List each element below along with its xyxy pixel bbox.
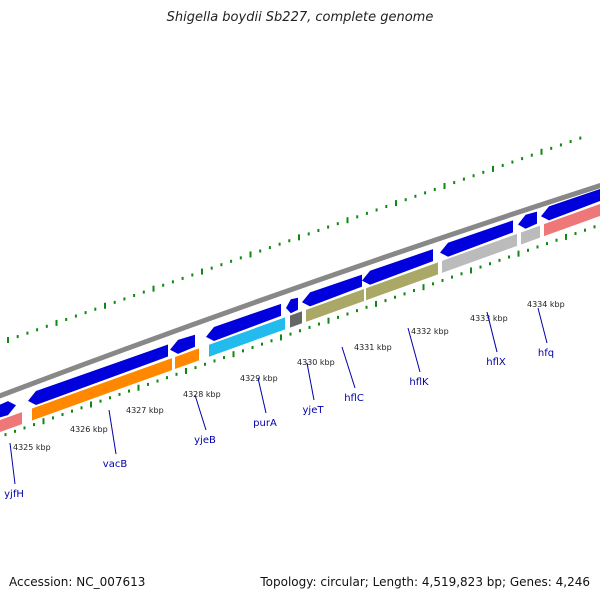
ruler-label: 4334 kbp: [527, 300, 565, 309]
ruler-label: 4326 kbp: [70, 425, 108, 434]
ruler-label: 4332 kbp: [411, 327, 449, 336]
map-title: Shigella boydii Sb227, complete genome: [166, 10, 434, 25]
gene-label[interactable]: yjfH: [4, 489, 24, 500]
gene-arrow[interactable]: [0, 401, 16, 419]
gene-leader-line: [257, 377, 267, 414]
gene-arrow[interactable]: [306, 288, 364, 322]
gene-arrow[interactable]: [541, 189, 600, 221]
gene-labels: yjfH vacB yjeB purA yjeT hflC hflK hflX hfq: [4, 307, 554, 500]
accession-text: Accession: NC_007613: [9, 575, 146, 589]
gene-label[interactable]: hflX: [486, 357, 506, 368]
gene-leader-line: [486, 311, 498, 353]
topology-text: Topology: circular; Length: 4,519,823 bp…: [260, 575, 590, 589]
gene-leader-line: [194, 394, 207, 431]
ruler-label: 4329 kbp: [240, 374, 278, 383]
gene-arrow[interactable]: [544, 202, 600, 237]
gene-label[interactable]: hflK: [409, 377, 429, 388]
topology-value: Topology: circular; Length: 4,519,823 bp…: [260, 575, 590, 589]
gene-arrow[interactable]: [209, 317, 285, 357]
gene-label[interactable]: hflC: [344, 393, 364, 404]
gene-leader-line: [108, 409, 117, 455]
gene-arrow[interactable]: [170, 334, 195, 354]
ruler-label: 4328 kbp: [183, 390, 221, 399]
gene-leader-line: [9, 442, 16, 485]
inner-tick-row: [4, 225, 596, 437]
gene-arrow[interactable]: [290, 311, 302, 328]
gene-arrow[interactable]: [302, 274, 362, 307]
gene-arrow[interactable]: [440, 220, 513, 257]
gene-label[interactable]: yjeT: [303, 405, 325, 416]
gene-leader-line: [537, 307, 548, 344]
ruler-labels: 4325 kbp 4326 kbp 4327 kbp 4328 kbp 4329 kbp…: [13, 300, 565, 452]
gene-leader-line: [407, 327, 421, 373]
gene-leader-line: [306, 362, 315, 401]
gene-arrow[interactable]: [442, 233, 517, 273]
gene-label[interactable]: vacB: [103, 459, 128, 470]
gene-track: [0, 189, 600, 434]
gene-arrow[interactable]: [206, 303, 281, 341]
gene-arrow[interactable]: [286, 297, 298, 314]
gene-arrow[interactable]: [518, 211, 537, 229]
genome-backbone: [0, 182, 600, 399]
gene-label[interactable]: purA: [253, 418, 277, 429]
outer-tick-row: [7, 136, 582, 343]
gene-arrow[interactable]: [0, 412, 22, 434]
gene-leader-line: [341, 346, 356, 389]
gene-arrow[interactable]: [32, 358, 172, 421]
gene-label[interactable]: hfq: [538, 348, 554, 359]
gene-arrow[interactable]: [175, 348, 199, 369]
gene-arrow[interactable]: [366, 262, 438, 301]
ruler-label: 4327 kbp: [126, 406, 164, 415]
ruler-label: 4331 kbp: [354, 343, 392, 352]
ruler-label: 4330 kbp: [297, 358, 335, 367]
ruler-label: 4325 kbp: [13, 443, 51, 452]
gene-arrow[interactable]: [28, 344, 168, 406]
gene-arrow[interactable]: [521, 225, 540, 245]
gene-label[interactable]: yjeB: [194, 435, 216, 446]
gene-arrow[interactable]: [362, 249, 433, 285]
